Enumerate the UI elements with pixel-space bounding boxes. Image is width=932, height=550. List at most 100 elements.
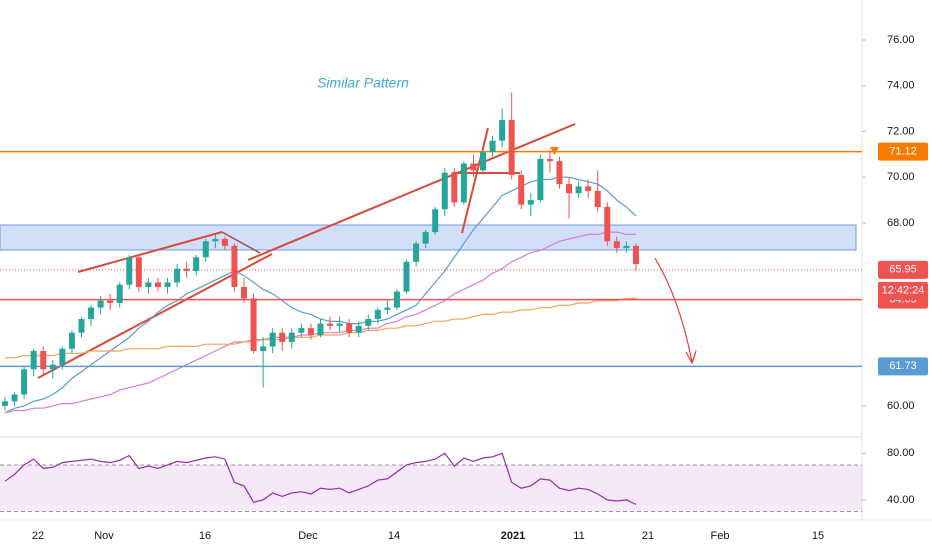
candle-body	[126, 257, 133, 285]
candle-body	[241, 286, 247, 299]
rsi-tick-label: 80.00	[887, 447, 915, 459]
y-tick-label: 72.00	[887, 125, 915, 137]
x-tick-label: Dec	[298, 530, 318, 542]
candle-body	[393, 291, 400, 308]
candle-body	[30, 351, 37, 370]
candle-body	[441, 172, 448, 210]
y-tick-label: 60.00	[887, 400, 915, 412]
candle-body	[556, 161, 563, 185]
annotation: Similar Pattern	[317, 75, 409, 91]
candle-body	[604, 206, 611, 242]
candle-body	[460, 163, 467, 203]
x-tick-label: 15	[812, 530, 824, 542]
x-tick-label: 14	[388, 530, 400, 542]
candle-body	[470, 163, 477, 171]
candle-body	[422, 232, 429, 244]
candle-body	[107, 300, 114, 303]
candle-body	[288, 332, 295, 342]
candle-body	[59, 348, 66, 365]
candle-body	[566, 184, 573, 194]
candle-body	[145, 282, 152, 287]
candle-body	[575, 186, 582, 194]
x-tick-label: 16	[199, 530, 211, 542]
candle-body	[365, 319, 372, 326]
candle-body	[307, 328, 314, 336]
price-badge-label: 71.12	[889, 146, 917, 158]
candle-body	[336, 323, 343, 326]
arrow-head	[685, 350, 697, 365]
candle-body	[183, 268, 190, 271]
x-tick-label: 21	[642, 530, 654, 542]
candle-body	[2, 401, 8, 406]
y-tick-label: 68.00	[887, 217, 915, 229]
arrow	[654, 257, 693, 363]
candle-body	[135, 257, 142, 287]
candle-body	[154, 282, 161, 287]
candle-body	[88, 307, 95, 320]
trendline	[77, 231, 223, 273]
candle-body	[384, 307, 391, 310]
candle-body	[499, 120, 506, 141]
candle-body	[527, 200, 534, 205]
candle-body	[221, 238, 228, 246]
drawings: Similar Pattern	[37, 75, 697, 379]
y-tick-label: 74.00	[887, 80, 915, 92]
candle-body	[49, 364, 56, 370]
candle-body	[403, 261, 410, 292]
price-badge	[878, 260, 928, 279]
x-tick-label: Feb	[711, 530, 730, 542]
candle-body	[546, 158, 553, 162]
candle-body	[68, 332, 75, 349]
rsi-band	[0, 464, 862, 512]
candle-body	[21, 369, 28, 395]
candle-body	[413, 243, 420, 262]
price-badge-label: 61.73	[889, 360, 917, 372]
y-tick-label: 76.00	[887, 34, 915, 46]
candle-body	[489, 140, 496, 153]
candle-body	[212, 238, 219, 242]
price-badge	[878, 142, 928, 161]
candle-body	[298, 328, 305, 333]
candle-body	[632, 245, 639, 265]
candle-body	[623, 245, 630, 249]
countdown-badge	[878, 281, 928, 300]
candle-body	[327, 323, 334, 326]
candle-body	[250, 298, 257, 352]
candle-body	[317, 323, 324, 336]
candle-body	[231, 245, 238, 287]
rsi-tick-label: 40.00	[887, 494, 915, 506]
candle-body	[11, 394, 18, 402]
candle-body	[260, 346, 267, 352]
x-tick-label: 11	[573, 530, 584, 542]
trendline	[221, 231, 261, 254]
candle-body	[432, 209, 439, 233]
candle-body	[78, 319, 85, 333]
candle-body	[174, 268, 181, 283]
candle-body	[269, 332, 276, 347]
x-tick-label: Nov	[94, 530, 114, 542]
candle-body	[518, 174, 525, 205]
candle-body	[480, 152, 486, 171]
countdown-label: 12:42:24	[882, 285, 925, 297]
candle-body	[508, 120, 515, 175]
price-badge	[878, 357, 928, 376]
candle-body	[164, 282, 171, 287]
candle-body	[97, 300, 104, 308]
candle-body	[116, 284, 123, 303]
candle-body	[594, 190, 601, 207]
trendline	[247, 123, 576, 261]
candle-body	[202, 241, 209, 258]
candle-body	[585, 186, 592, 191]
candle-body	[374, 309, 381, 320]
x-tick-label: 2021	[501, 530, 525, 542]
rsi-line	[4, 452, 637, 506]
x-tick-label: 22	[32, 530, 44, 542]
candle-body	[193, 257, 200, 271]
candle-body	[355, 325, 362, 333]
candle-body	[346, 323, 353, 333]
trendline	[461, 127, 489, 234]
candle-body	[613, 241, 620, 249]
candle-body	[451, 172, 458, 203]
price-badge-label: 65.95	[889, 264, 917, 276]
